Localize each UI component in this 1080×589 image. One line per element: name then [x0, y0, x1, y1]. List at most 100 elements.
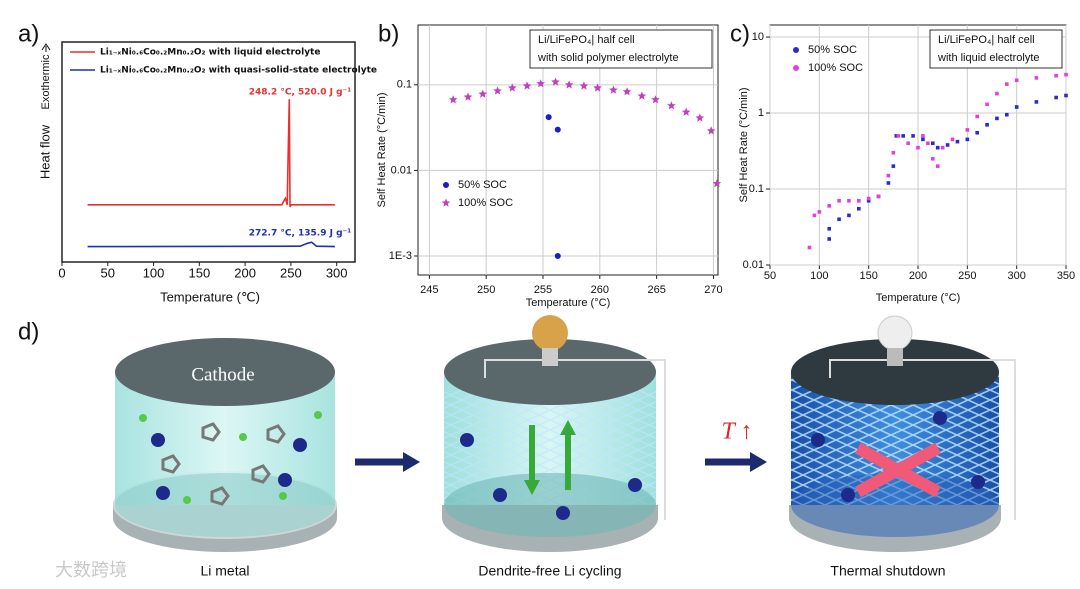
point — [916, 145, 920, 150]
panel-label: c) — [730, 20, 750, 47]
point — [817, 210, 822, 214]
point — [463, 92, 473, 101]
point — [921, 134, 925, 138]
point — [985, 102, 989, 107]
point — [847, 213, 851, 218]
point — [837, 198, 841, 203]
point — [891, 150, 896, 155]
point — [1054, 73, 1058, 78]
legend-label: Li₁₋ₓNi₀.₆Co₀.₂Mn₀.₂O₂ with liquid elect… — [100, 48, 320, 58]
x-axis-label: Temperature (℃) — [160, 289, 260, 304]
point — [1034, 100, 1039, 104]
point — [931, 156, 935, 161]
point — [593, 83, 602, 92]
point — [901, 134, 905, 138]
point — [508, 83, 517, 92]
point — [609, 85, 618, 94]
point — [493, 86, 502, 95]
point — [706, 126, 716, 135]
point — [827, 204, 831, 208]
point — [965, 137, 970, 142]
point — [812, 213, 817, 218]
point — [545, 114, 552, 121]
x-tick-label: 200 — [234, 265, 256, 280]
point — [876, 194, 881, 199]
x-axis-label: Temperature (°C) — [526, 297, 610, 309]
point — [906, 141, 910, 146]
legend-label: 100% SOC — [458, 197, 513, 209]
y-axis-label: Heat flow — [37, 124, 52, 179]
y-tick-label: 0.01 — [743, 259, 764, 271]
y-tick-label: 0.01 — [391, 164, 412, 176]
x-tick-label: 250 — [280, 265, 302, 280]
point — [564, 80, 574, 89]
x-tick-label: 350 — [1057, 270, 1075, 282]
line — [87, 99, 335, 208]
point — [1054, 95, 1058, 100]
point — [651, 95, 660, 104]
point — [793, 65, 799, 71]
watermark: 大数跨境 — [55, 560, 127, 581]
x-axis-label: Temperature (°C) — [876, 292, 960, 304]
point — [921, 137, 925, 142]
note-text: with liquid electrolyte — [937, 52, 1040, 64]
panel-label: b) — [378, 20, 399, 47]
point — [1034, 76, 1039, 80]
arrow-head — [750, 452, 767, 472]
y-tick-label: 10 — [752, 31, 764, 43]
x-tick-label: 50 — [101, 265, 115, 280]
point — [1014, 78, 1019, 83]
plot-frame — [417, 24, 719, 276]
legend-label: 100% SOC — [808, 62, 863, 74]
point — [448, 95, 458, 104]
point — [931, 141, 935, 146]
point — [975, 130, 979, 135]
point — [522, 81, 532, 90]
exo-arrow — [41, 43, 51, 52]
point — [945, 143, 950, 147]
point — [926, 141, 930, 146]
point — [995, 91, 999, 96]
x-tick-label: 265 — [647, 284, 665, 296]
point — [1005, 82, 1009, 86]
x-tick-label: 100 — [143, 265, 165, 280]
point — [995, 116, 999, 121]
x-tick-label: 0 — [58, 265, 65, 280]
point — [847, 198, 851, 203]
cathode-label: Cathode — [191, 364, 254, 385]
plot-frame — [61, 41, 356, 263]
point — [441, 198, 451, 207]
y-axis-note: Exothermic — [40, 54, 52, 110]
y-tick-label: 0.1 — [749, 183, 764, 195]
annotation: 272.7 °C, 135.9 J g⁻¹ — [249, 229, 352, 239]
x-tick-label: 300 — [326, 265, 348, 280]
x-tick-label: 200 — [909, 270, 927, 282]
point — [827, 226, 831, 231]
x-tick-label: 250 — [958, 270, 976, 282]
point — [478, 89, 488, 98]
x-tick-label: 260 — [591, 284, 609, 296]
note-box — [529, 29, 713, 69]
point — [896, 134, 901, 138]
note-text: Li/LiFePO₄| half cell — [938, 34, 1035, 46]
note-text: Li/LiFePO₄| half cell — [538, 34, 635, 46]
line — [87, 241, 335, 248]
legend-label: 50% SOC — [808, 44, 857, 56]
x-tick-label: 270 — [704, 284, 722, 296]
temperature-label: T ↑ — [722, 419, 753, 445]
y-axis-label: Self Heat Rate (°C/min) — [376, 92, 388, 207]
caption: Thermal shutdown — [830, 563, 945, 579]
point — [807, 245, 812, 250]
point — [857, 198, 861, 203]
caption: Dendrite-free Li cycling — [478, 563, 621, 579]
point — [554, 253, 561, 260]
annotation: 248.2 °C, 520.0 J g⁻¹ — [249, 88, 352, 98]
x-tick-label: 255 — [534, 284, 552, 296]
point — [985, 122, 989, 127]
point — [712, 179, 722, 188]
point — [536, 79, 545, 88]
point — [955, 139, 960, 144]
point — [857, 206, 861, 211]
legend-label: 50% SOC — [458, 179, 507, 191]
x-tick-label: 100 — [810, 270, 828, 282]
